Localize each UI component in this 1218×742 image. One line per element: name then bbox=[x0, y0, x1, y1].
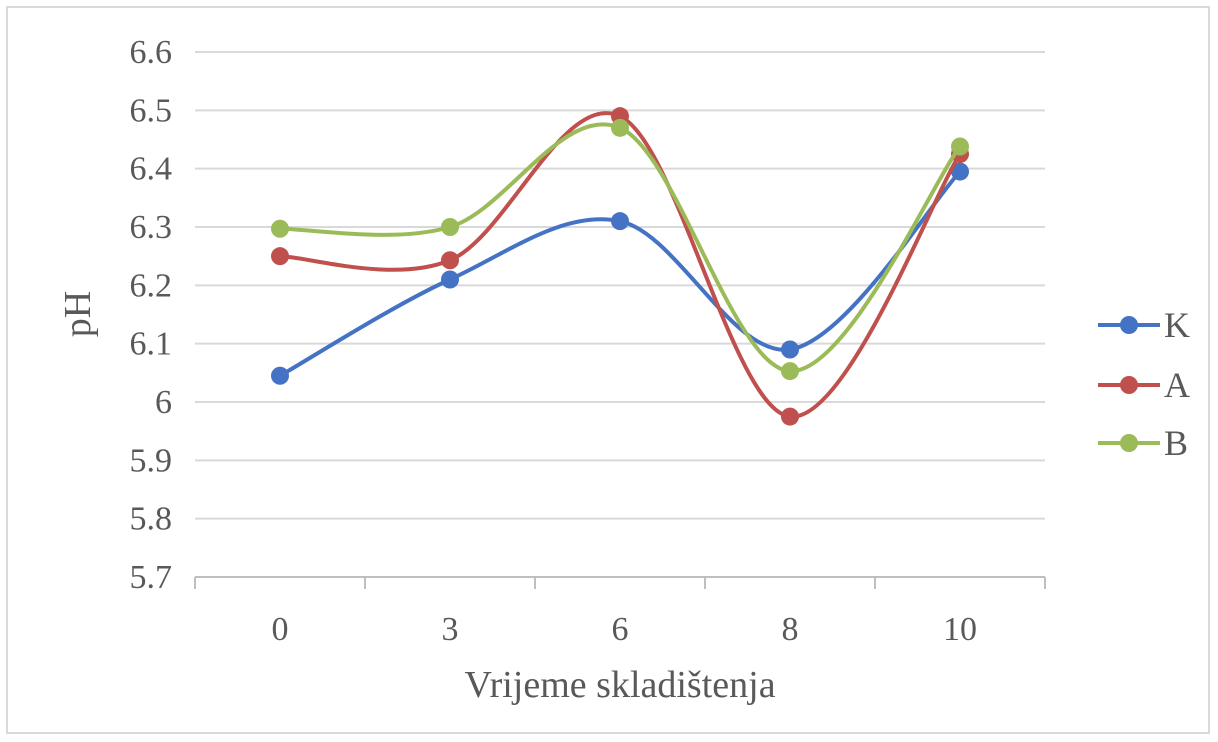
x-tick-label: 6 bbox=[612, 611, 629, 648]
x-tick-label: 3 bbox=[442, 611, 459, 648]
y-axis-title: pH bbox=[57, 291, 99, 337]
x-axis-tick-labels: 0 3 6 8 10 bbox=[272, 611, 978, 648]
y-tick-label: 5.7 bbox=[130, 559, 173, 596]
chart-frame bbox=[6, 6, 1210, 734]
legend-item-A: A bbox=[1098, 365, 1190, 405]
x-tick-label: 10 bbox=[943, 611, 977, 648]
x-axis-title: Vrijeme skladištenja bbox=[464, 664, 775, 706]
legend-label: K bbox=[1164, 305, 1190, 345]
data-point bbox=[441, 270, 459, 289]
legend-label: B bbox=[1164, 423, 1188, 463]
data-point bbox=[441, 218, 459, 236]
legend-swatch-marker bbox=[1120, 316, 1138, 334]
data-point bbox=[441, 251, 459, 270]
legend-swatch-marker bbox=[1120, 434, 1138, 452]
series-line bbox=[278, 169, 962, 378]
series-A bbox=[271, 107, 969, 426]
legend: KAB bbox=[1098, 305, 1190, 463]
data-point bbox=[271, 247, 289, 266]
y-tick-label: 6.2 bbox=[130, 267, 173, 304]
y-axis-tick-labels: 5.7 5.8 5.9 6 6.1 6.2 6.3 6.4 6.5 6.6 bbox=[130, 34, 173, 596]
axes bbox=[194, 576, 1046, 589]
data-point bbox=[611, 212, 629, 231]
series-line bbox=[278, 122, 962, 374]
legend-item-B: B bbox=[1098, 423, 1188, 463]
series-K bbox=[271, 162, 969, 385]
data-point bbox=[271, 366, 289, 385]
data-point bbox=[781, 340, 799, 359]
x-tick-label: 0 bbox=[272, 611, 289, 648]
series-line bbox=[278, 111, 962, 419]
data-point bbox=[951, 162, 969, 181]
data-point bbox=[271, 219, 289, 238]
y-tick-label: 6.4 bbox=[130, 151, 173, 188]
y-tick-label: 6.5 bbox=[130, 92, 173, 129]
x-axis-ticks bbox=[194, 577, 1046, 589]
legend-swatch-marker bbox=[1120, 376, 1138, 394]
y-tick-label: 5.9 bbox=[130, 442, 173, 479]
series-group bbox=[271, 107, 969, 426]
series-B bbox=[271, 118, 969, 381]
data-point bbox=[781, 407, 799, 426]
legend-item-K: K bbox=[1098, 305, 1190, 345]
x-tick-label: 8 bbox=[782, 611, 799, 648]
y-tick-label: 6.6 bbox=[130, 34, 173, 71]
y-tick-label: 6 bbox=[155, 384, 172, 421]
y-tick-label: 6.3 bbox=[130, 209, 173, 246]
data-point bbox=[611, 118, 629, 137]
data-point bbox=[781, 362, 799, 381]
y-tick-label: 6.1 bbox=[130, 326, 173, 363]
legend-label: A bbox=[1164, 365, 1190, 405]
y-tick-label: 5.8 bbox=[130, 501, 173, 538]
data-point bbox=[951, 137, 969, 156]
